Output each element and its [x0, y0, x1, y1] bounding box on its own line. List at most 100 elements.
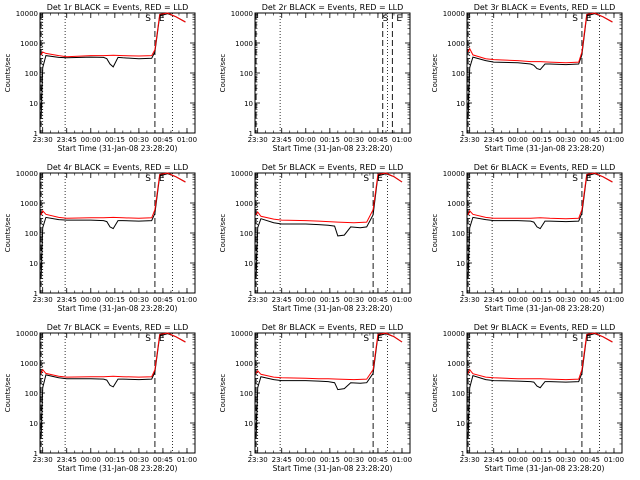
lld-series-line — [40, 12, 186, 58]
events-series-line — [467, 173, 613, 279]
x-tick-label: 00:00 — [81, 456, 101, 464]
y-tick-label: 10 — [456, 260, 465, 268]
x-tick-label: 01:00 — [392, 136, 412, 144]
y-tick-label: 1 — [34, 290, 38, 298]
plot-frame — [466, 172, 623, 294]
end-marker: E — [377, 334, 383, 344]
start-marker: S — [363, 174, 369, 184]
x-tick-label: 00:15 — [532, 136, 552, 144]
x-tick-label: 01:00 — [177, 456, 197, 464]
y-tick-label: 10000 — [443, 330, 465, 338]
y-tick-label: 1000 — [235, 200, 253, 208]
y-tick-label: 1000 — [447, 360, 465, 368]
x-axis-label: Start Time (31-Jan-08 23:28:20) — [485, 304, 605, 313]
x-tick-label: 23:45 — [57, 136, 77, 144]
events-series-line — [40, 333, 186, 439]
lld-series-line — [40, 332, 186, 378]
chart-title: Det 5r BLACK = Events, RED = LLD — [262, 163, 404, 172]
x-tick-label: 01:00 — [392, 456, 412, 464]
chart-title: Det 4r BLACK = Events, RED = LLD — [47, 163, 189, 172]
y-axis-label: Counts/sec — [431, 214, 439, 253]
y-tick-label: 10 — [244, 420, 253, 428]
y-tick-label: 10 — [29, 260, 38, 268]
chart-panel-4: Det 4r BLACK = Events, RED = LLD 1 10 100 10… — [4, 163, 197, 313]
x-tick-label: 23:45 — [57, 456, 77, 464]
x-tick-label: 00:15 — [105, 136, 125, 144]
x-tick-label: 23:30 — [33, 296, 53, 304]
y-tick-label: 1 — [461, 130, 465, 138]
events-series-line — [255, 333, 403, 439]
end-marker: E — [396, 14, 402, 24]
y-tick-label: 10000 — [16, 330, 38, 338]
x-tick-label: 00:30 — [129, 456, 149, 464]
y-tick-label: 1000 — [447, 40, 465, 48]
y-tick-label: 10 — [244, 100, 253, 108]
chart-title: Det 1r BLACK = Events, RED = LLD — [47, 3, 189, 12]
y-tick-label: 100 — [452, 390, 465, 398]
y-tick-label: 100 — [25, 70, 38, 78]
end-marker: E — [159, 334, 165, 344]
x-tick-label: 00:00 — [81, 296, 101, 304]
y-axis-label: Counts/sec — [219, 54, 227, 93]
y-tick-label: 10000 — [16, 10, 38, 18]
chart-panel-8: Det 8r BLACK = Events, RED = LLD 1 10 100 10… — [219, 323, 412, 473]
x-tick-label: 00:00 — [508, 296, 528, 304]
events-series-line — [255, 173, 403, 279]
lld-series-line — [40, 172, 186, 219]
chart-title: Det 2r BLACK = Events, RED = LLD — [262, 3, 404, 12]
start-marker: S — [145, 334, 151, 344]
lld-series-line — [255, 332, 403, 381]
lld-series-line — [255, 172, 403, 224]
events-series-line — [467, 333, 613, 439]
events-series-line — [467, 13, 613, 119]
x-tick-label: 00:00 — [296, 296, 316, 304]
x-tick-label: 00:45 — [153, 456, 173, 464]
x-tick-label: 00:15 — [320, 296, 340, 304]
x-tick-label: 01:00 — [177, 296, 197, 304]
x-axis-label: Start Time (31-Jan-08 23:28:20) — [58, 464, 178, 473]
x-tick-label: 23:30 — [248, 136, 268, 144]
x-tick-label: 01:00 — [392, 296, 412, 304]
y-tick-label: 10000 — [443, 170, 465, 178]
x-tick-label: 00:30 — [344, 136, 364, 144]
x-tick-label: 23:45 — [484, 456, 504, 464]
y-tick-label: 100 — [452, 70, 465, 78]
start-marker: S — [145, 174, 151, 184]
y-tick-label: 1 — [34, 130, 38, 138]
x-tick-label: 00:45 — [368, 136, 388, 144]
y-tick-label: 10 — [29, 100, 38, 108]
x-tick-label: 01:00 — [604, 456, 624, 464]
plot-frame — [39, 12, 196, 134]
y-tick-label: 1 — [461, 290, 465, 298]
chart-title: Det 6r BLACK = Events, RED = LLD — [474, 163, 616, 172]
x-tick-label: 00:45 — [368, 456, 388, 464]
plot-frame — [254, 12, 411, 134]
lld-series-line — [467, 332, 613, 381]
y-tick-label: 10000 — [231, 170, 253, 178]
y-tick-label: 1 — [249, 290, 253, 298]
x-tick-label: 00:15 — [320, 136, 340, 144]
y-tick-label: 1 — [249, 450, 253, 458]
events-series-line — [40, 13, 186, 119]
x-axis-label: Start Time (31-Jan-08 23:28:20) — [273, 144, 393, 153]
y-tick-label: 100 — [240, 230, 253, 238]
y-axis-label: Counts/sec — [431, 54, 439, 93]
start-marker: S — [572, 14, 578, 24]
chart-panel-5: Det 5r BLACK = Events, RED = LLD 1 10 100 10… — [219, 163, 412, 313]
x-tick-label: 23:30 — [460, 456, 480, 464]
x-axis-label: Start Time (31-Jan-08 23:28:20) — [273, 464, 393, 473]
lld-series-line — [467, 172, 613, 220]
x-tick-label: 23:45 — [484, 136, 504, 144]
x-tick-label: 00:30 — [556, 456, 576, 464]
plot-frame — [39, 332, 196, 454]
lld-series-line — [467, 12, 613, 64]
x-tick-label: 00:30 — [556, 296, 576, 304]
x-tick-label: 00:00 — [508, 136, 528, 144]
y-tick-label: 10 — [456, 420, 465, 428]
y-tick-label: 1000 — [20, 360, 38, 368]
end-marker: E — [586, 14, 592, 24]
chart-title: Det 7r BLACK = Events, RED = LLD — [47, 323, 189, 332]
x-tick-label: 00:45 — [580, 296, 600, 304]
x-tick-label: 23:30 — [460, 136, 480, 144]
